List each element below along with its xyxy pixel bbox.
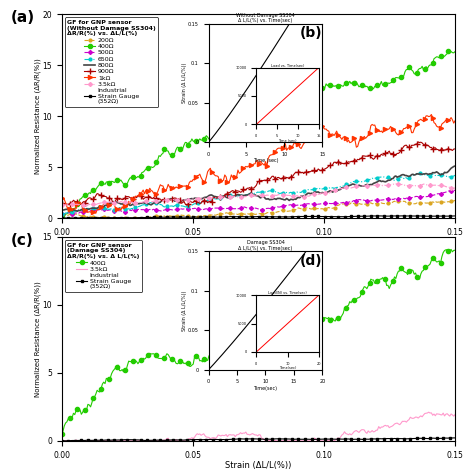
Legend: 400Ω, 3.5kΩ, Industrial
Strain Gauge
(352Ω): 400Ω, 3.5kΩ, Industrial Strain Gauge (35… — [65, 240, 142, 292]
X-axis label: Strain (ΔL/L(%)): Strain (ΔL/L(%)) — [225, 238, 292, 247]
Y-axis label: Strain (Δ L/L(%)): Strain (Δ L/L(%)) — [182, 63, 187, 103]
Text: (b): (b) — [300, 26, 322, 40]
Y-axis label: Strain (Δ L/L(%)): Strain (Δ L/L(%)) — [182, 290, 187, 331]
Legend: 200Ω, 400Ω, 500Ω, 650Ω, 800Ω, 900Ω, 1kΩ, 3.5kΩ, Industrial
Strain Gauge
(352Ω): 200Ω, 400Ω, 500Ω, 650Ω, 800Ω, 900Ω, 1kΩ,… — [65, 18, 158, 107]
X-axis label: Time (sec): Time (sec) — [253, 158, 278, 164]
Title: Without Damage SS304
Δ L/L(%) vs. Time(sec): Without Damage SS304 Δ L/L(%) vs. Time(s… — [236, 12, 295, 23]
Y-axis label: Normalized Resistance (ΔR/R(%)): Normalized Resistance (ΔR/R(%)) — [35, 58, 41, 174]
Text: (a): (a) — [10, 10, 35, 25]
X-axis label: Strain (ΔL/L(%)): Strain (ΔL/L(%)) — [225, 461, 292, 470]
Text: (d): (d) — [300, 254, 322, 268]
Title: Damage SS304
Δ L/L(%) vs. Time(sec): Damage SS304 Δ L/L(%) vs. Time(sec) — [238, 240, 292, 251]
Y-axis label: Normalized Resistance (ΔR/R(%)): Normalized Resistance (ΔR/R(%)) — [35, 281, 41, 397]
X-axis label: Time(sec): Time(sec) — [254, 386, 277, 391]
Text: (c): (c) — [10, 233, 33, 248]
